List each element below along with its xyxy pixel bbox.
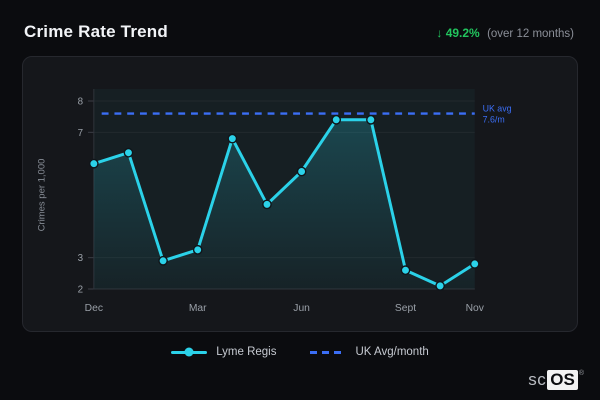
trend-down-arrow-icon: ↓ (436, 26, 443, 40)
x-tick-label: Dec (85, 303, 103, 314)
y-tick-label: 8 (78, 96, 84, 107)
data-point (400, 265, 411, 276)
x-tick-label: Jun (293, 303, 310, 314)
trend-chart-svg: 2 3 7 8 Dec Mar Jun Sept Nov Crimes per 1,000 UK a… (36, 89, 512, 314)
data-point (469, 259, 480, 269)
header: Crime Rate Trend ↓ 49.2% (over 12 months… (0, 0, 600, 54)
y-tick-label: 7 (78, 128, 83, 139)
y-axis-title: Crimes per 1,000 (36, 159, 47, 232)
data-point (435, 280, 445, 291)
trend-caption: (over 12 months) (487, 28, 574, 40)
y-tick-label: 2 (78, 284, 83, 295)
data-point (262, 199, 272, 210)
data-point (366, 114, 376, 125)
data-point (331, 114, 342, 125)
trend-badge: ↓ 49.2% (over 12 months) (436, 26, 574, 40)
y-tick-label: 3 (78, 253, 84, 264)
legend-label: UK Avg/month (355, 346, 429, 358)
chart-card: 2 3 7 8 Dec Mar Jun Sept Nov Crimes per 1,000 UK a… (22, 56, 578, 332)
line-series-dot-icon (184, 347, 194, 357)
data-point (227, 133, 238, 144)
uk-avg-label: UK avg 7.6/m (483, 103, 512, 124)
data-point (123, 147, 134, 158)
data-point (158, 255, 168, 266)
registered-mark-icon: ® (578, 370, 584, 377)
data-point (296, 166, 307, 177)
page-title: Crime Rate Trend (24, 22, 168, 41)
scos-logo: sc OS ® (528, 370, 584, 390)
x-tick-label: Mar (189, 303, 207, 314)
data-point (89, 158, 99, 169)
trend-value: 49.2% (445, 26, 480, 40)
x-tick-label: Nov (466, 303, 485, 314)
data-point (192, 244, 203, 255)
chart-legend: Lyme Regis UK Avg/month (0, 346, 600, 358)
logo-box: OS (547, 370, 578, 390)
series-line (92, 118, 477, 288)
legend-item-lyme-regis[interactable]: Lyme Regis (171, 346, 276, 358)
dashed-series-swatch-icon (310, 350, 347, 354)
logo-prefix: sc (528, 370, 547, 389)
line-series-swatch-icon (171, 347, 208, 357)
legend-label: Lyme Regis (216, 346, 277, 358)
x-tick-label: Sept (395, 303, 416, 314)
legend-item-uk-avg[interactable]: UK Avg/month (310, 346, 429, 358)
